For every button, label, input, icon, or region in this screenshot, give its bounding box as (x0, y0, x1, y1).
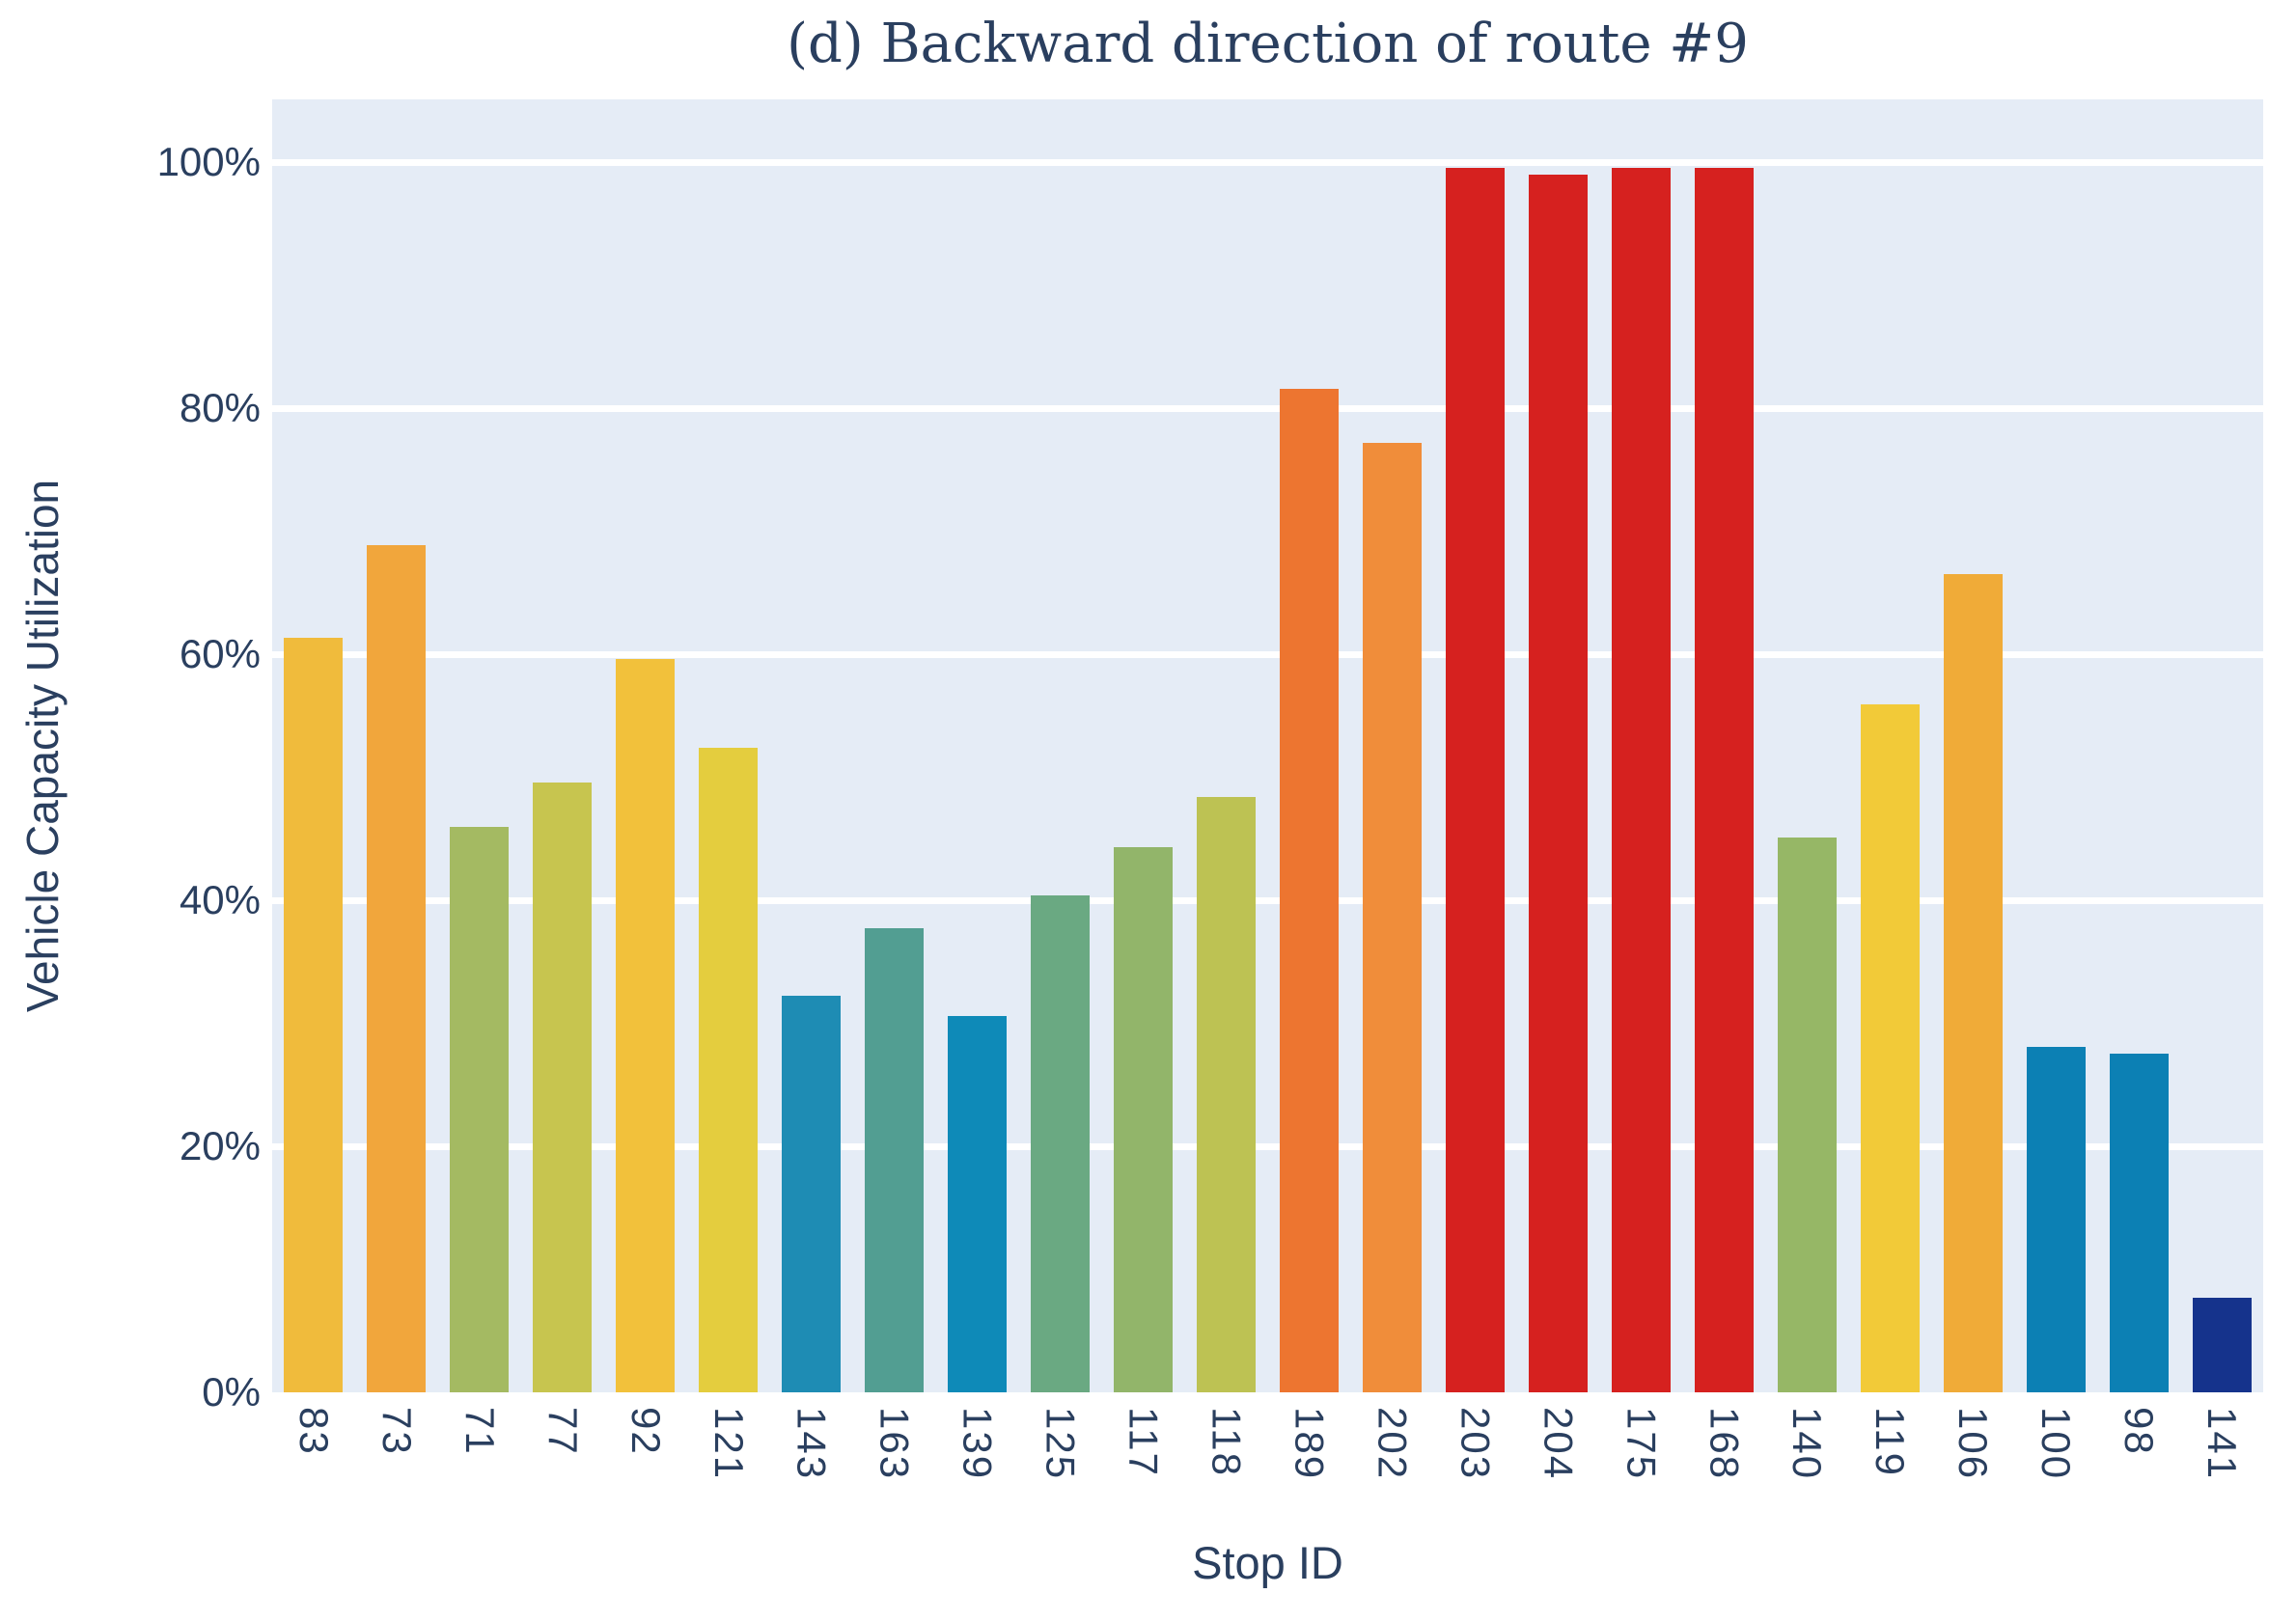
bar-stop-117[interactable] (1114, 847, 1174, 1392)
x-tick-141: 141 (2199, 1407, 2246, 1481)
bar-stop-71[interactable] (450, 826, 510, 1392)
plot-area (272, 99, 2263, 1392)
y-tick-80%: 80% (179, 385, 261, 431)
bar-stop-119[interactable] (1860, 704, 1920, 1392)
bar-stop-118[interactable] (1197, 796, 1257, 1392)
x-tick-143: 143 (788, 1407, 835, 1481)
y-tick-0%: 0% (202, 1369, 261, 1415)
x-tick-203: 203 (1452, 1407, 1499, 1481)
x-tick-77: 77 (539, 1407, 586, 1456)
y-tick-40%: 40% (179, 877, 261, 922)
y-tick-60%: 60% (179, 631, 261, 676)
bar-stop-92[interactable] (616, 659, 676, 1392)
x-tick-163: 163 (871, 1407, 918, 1481)
bar-stop-175[interactable] (1611, 168, 1671, 1392)
x-tick-204: 204 (1535, 1407, 1582, 1481)
gridline-20% (272, 1142, 2263, 1150)
bar-stop-125[interactable] (1031, 894, 1091, 1392)
bar-stop-168[interactable] (1694, 168, 1754, 1392)
x-tick-83: 83 (290, 1407, 337, 1456)
bar-stop-139[interactable] (948, 1015, 1008, 1392)
x-tick-73: 73 (373, 1407, 420, 1456)
x-tick-119: 119 (1867, 1407, 1914, 1477)
x-tick-100: 100 (2033, 1407, 2080, 1481)
bar-stop-143[interactable] (782, 996, 842, 1392)
x-tick-175: 175 (1618, 1407, 1665, 1481)
bar-stop-100[interactable] (2026, 1046, 2086, 1392)
bar-stop-202[interactable] (1362, 442, 1422, 1392)
gridline-60% (272, 650, 2263, 658)
x-tick-121: 121 (705, 1407, 752, 1481)
x-tick-98: 98 (2116, 1407, 2163, 1456)
bar-stop-163[interactable] (865, 928, 925, 1392)
x-tick-117: 117 (1120, 1407, 1167, 1477)
y-axis-title: Vehicle Capacity Utilization (17, 479, 68, 1013)
x-tick-168: 168 (1701, 1407, 1748, 1481)
x-tick-92: 92 (622, 1407, 669, 1456)
bar-stop-83[interactable] (284, 638, 344, 1392)
x-tick-71: 71 (456, 1407, 503, 1456)
x-tick-140: 140 (1784, 1407, 1831, 1481)
gridline-100% (272, 158, 2263, 166)
x-tick-118: 118 (1203, 1407, 1250, 1477)
chart-title: (d) Backward direction of route #9 (787, 13, 1749, 75)
y-tick-20%: 20% (179, 1123, 261, 1168)
gridline-80% (272, 404, 2263, 412)
x-tick-125: 125 (1037, 1407, 1084, 1481)
x-tick-106: 106 (1950, 1407, 1997, 1481)
bar-stop-203[interactable] (1445, 168, 1505, 1392)
bar-stop-73[interactable] (367, 544, 427, 1392)
x-axis-title: Stop ID (1192, 1537, 1343, 1588)
x-tick-139: 139 (954, 1407, 1001, 1481)
gridline-40% (272, 896, 2263, 904)
y-tick-100%: 100% (156, 139, 261, 185)
bar-stop-77[interactable] (533, 782, 593, 1392)
x-tick-202: 202 (1369, 1407, 1416, 1481)
bar-stop-121[interactable] (699, 747, 759, 1392)
bar-stop-189[interactable] (1279, 388, 1339, 1392)
bar-stop-140[interactable] (1777, 838, 1837, 1392)
x-tick-189: 189 (1286, 1407, 1333, 1481)
bar-stop-141[interactable] (2192, 1297, 2252, 1392)
bar-stop-98[interactable] (2109, 1054, 2169, 1392)
bar-stop-204[interactable] (1528, 174, 1588, 1392)
bar-stop-106[interactable] (1943, 574, 2003, 1392)
